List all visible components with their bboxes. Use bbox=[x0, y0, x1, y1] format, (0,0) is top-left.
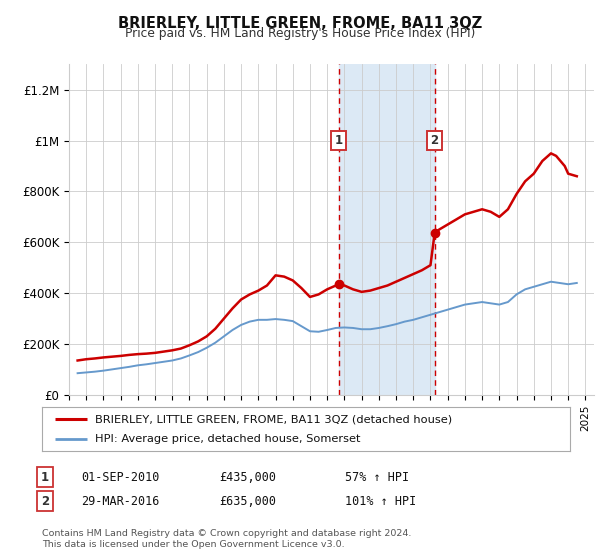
Text: BRIERLEY, LITTLE GREEN, FROME, BA11 3QZ: BRIERLEY, LITTLE GREEN, FROME, BA11 3QZ bbox=[118, 16, 482, 31]
Bar bbox=[339, 64, 434, 395]
Text: 29-MAR-2016: 29-MAR-2016 bbox=[81, 494, 160, 508]
Text: 2: 2 bbox=[431, 134, 439, 147]
Text: 101% ↑ HPI: 101% ↑ HPI bbox=[345, 494, 416, 508]
Text: Contains HM Land Registry data © Crown copyright and database right 2024.: Contains HM Land Registry data © Crown c… bbox=[42, 529, 412, 538]
Text: £635,000: £635,000 bbox=[219, 494, 276, 508]
Text: 1: 1 bbox=[41, 470, 49, 484]
Text: HPI: Average price, detached house, Somerset: HPI: Average price, detached house, Some… bbox=[95, 435, 360, 445]
Text: £435,000: £435,000 bbox=[219, 470, 276, 484]
Text: 1: 1 bbox=[335, 134, 343, 147]
Text: 01-SEP-2010: 01-SEP-2010 bbox=[81, 470, 160, 484]
Text: 2: 2 bbox=[41, 494, 49, 508]
Text: Price paid vs. HM Land Registry's House Price Index (HPI): Price paid vs. HM Land Registry's House … bbox=[125, 27, 475, 40]
Text: This data is licensed under the Open Government Licence v3.0.: This data is licensed under the Open Gov… bbox=[42, 540, 344, 549]
Text: BRIERLEY, LITTLE GREEN, FROME, BA11 3QZ (detached house): BRIERLEY, LITTLE GREEN, FROME, BA11 3QZ … bbox=[95, 414, 452, 424]
Text: 57% ↑ HPI: 57% ↑ HPI bbox=[345, 470, 409, 484]
